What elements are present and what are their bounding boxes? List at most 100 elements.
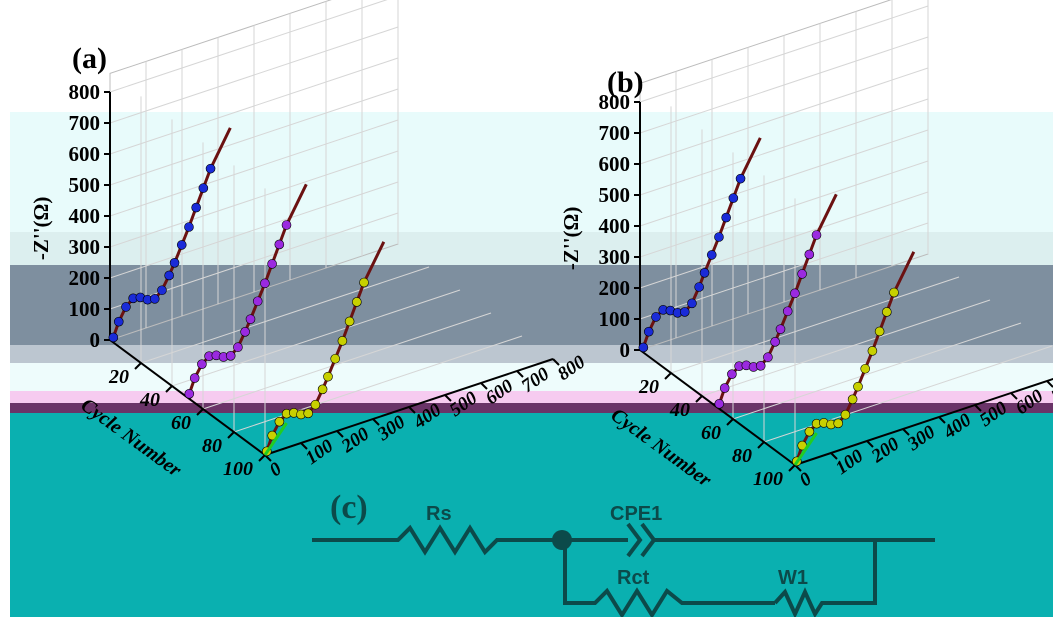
zre-axis bbox=[794, 377, 1053, 466]
zre-tick-mark bbox=[552, 358, 560, 366]
data-point-cycle-50 bbox=[763, 352, 773, 363]
grid-line bbox=[732, 322, 1022, 420]
data-point-cycle-50 bbox=[260, 278, 270, 289]
data-point-cycle-50 bbox=[755, 361, 766, 371]
z-tick-label: 0 bbox=[90, 328, 101, 352]
data-point-cycle-1 bbox=[191, 202, 201, 213]
cycle-axis-title: Cycle Number bbox=[607, 404, 716, 491]
data-point-cycle-100 bbox=[889, 287, 899, 298]
zre-tick-mark bbox=[1010, 392, 1018, 400]
data-point-cycle-100 bbox=[881, 307, 892, 317]
zre-tick-mark bbox=[408, 406, 416, 414]
data-point-cycle-50 bbox=[233, 342, 243, 353]
zre-tick-mark bbox=[830, 452, 838, 460]
data-point-cycle-100 bbox=[860, 363, 871, 374]
zre-tick-mark bbox=[300, 442, 308, 450]
w1-label: W1 bbox=[778, 567, 808, 589]
cycle-tick-mark bbox=[227, 431, 235, 439]
z-tick-label: 400 bbox=[69, 204, 101, 228]
zre-tick-mark bbox=[866, 440, 874, 448]
circuit-label: (c) bbox=[330, 489, 368, 526]
data-point-cycle-50 bbox=[245, 314, 256, 324]
data-point-cycle-100 bbox=[840, 409, 851, 420]
data-point-cycle-100 bbox=[833, 418, 844, 429]
data-point-cycle-50 bbox=[252, 296, 263, 307]
data-point-cycle-1 bbox=[121, 302, 131, 312]
z-axis-title: -Z''(Ω) bbox=[29, 197, 53, 260]
z-tick-label: 200 bbox=[69, 266, 101, 290]
cycle-tick-mark bbox=[664, 372, 672, 380]
data-point-cycle-50 bbox=[189, 373, 200, 383]
rct-label: Rct bbox=[617, 567, 650, 589]
data-point-cycle-50 bbox=[782, 306, 793, 317]
fit-line-cycle-100 bbox=[795, 251, 916, 462]
data-point-cycle-50 bbox=[727, 369, 737, 379]
circuit-node bbox=[552, 530, 572, 550]
z-tick-label: 800 bbox=[599, 90, 631, 114]
cycle-tick-label: 100 bbox=[753, 468, 783, 490]
data-point-cycle-100 bbox=[323, 371, 333, 382]
zre-tick-mark bbox=[336, 430, 344, 438]
data-point-cycle-50 bbox=[804, 249, 815, 260]
zre-tick-mark bbox=[938, 416, 946, 424]
zre-tick-mark bbox=[974, 404, 982, 412]
z-tick-label: 600 bbox=[69, 142, 101, 166]
data-point-cycle-50 bbox=[267, 259, 277, 269]
zre-tick-mark bbox=[444, 394, 452, 402]
band-pink bbox=[10, 391, 1053, 403]
cycle-tick-mark bbox=[757, 441, 765, 449]
cycle-axis-title: Cycle Number bbox=[77, 394, 186, 481]
equivalent-circuit bbox=[312, 522, 935, 617]
fit-line-cycle-1 bbox=[111, 127, 232, 338]
cycle-tick-label: 100 bbox=[223, 458, 253, 480]
fit-line-cycle-50 bbox=[717, 193, 838, 405]
cycle-tick-mark bbox=[134, 362, 142, 370]
cycle-tick-mark bbox=[196, 408, 204, 416]
data-point-cycle-1 bbox=[651, 312, 661, 322]
zre-tick-label: 0 bbox=[796, 468, 816, 491]
cpe1-label: CPE1 bbox=[610, 503, 662, 525]
panel-b: 0100200300400500600700800-Z''(Ω)20406080… bbox=[559, 0, 1053, 491]
data-point-cycle-1 bbox=[113, 316, 124, 327]
green-marker bbox=[793, 432, 818, 466]
grid-line bbox=[140, 266, 430, 364]
band-teal bbox=[10, 413, 1053, 617]
fit-line-cycle-100 bbox=[265, 241, 386, 452]
cycle-tick-label: 20 bbox=[638, 376, 659, 398]
zre-tick-mark bbox=[372, 418, 380, 426]
data-point-cycle-100 bbox=[874, 326, 885, 337]
z-tick-label: 700 bbox=[69, 111, 101, 135]
data-point-cycle-1 bbox=[164, 270, 174, 281]
data-point-cycle-100 bbox=[847, 394, 858, 405]
cpe-plate-1 bbox=[626, 522, 643, 558]
data-point-cycle-50 bbox=[184, 388, 195, 399]
z-tick-label: 100 bbox=[69, 297, 101, 321]
data-point-cycle-50 bbox=[790, 288, 800, 299]
cycle-tick-mark bbox=[165, 385, 173, 393]
band-purple bbox=[10, 403, 1053, 413]
z-tick-label: 600 bbox=[599, 152, 631, 176]
data-point-cycle-1 bbox=[638, 342, 649, 353]
data-point-cycle-1 bbox=[714, 232, 724, 242]
grid-line bbox=[202, 312, 492, 410]
data-point-cycle-100 bbox=[317, 384, 328, 395]
grid-line bbox=[670, 276, 960, 374]
data-point-cycle-50 bbox=[281, 220, 292, 230]
data-point-cycle-100 bbox=[853, 381, 863, 392]
cpe-plate-2 bbox=[640, 522, 657, 558]
z-tick-label: 400 bbox=[599, 214, 631, 238]
data-point-cycle-50 bbox=[225, 351, 236, 361]
data-point-cycle-1 bbox=[687, 298, 697, 309]
panel-a-label: (a) bbox=[72, 42, 107, 75]
data-point-cycle-100 bbox=[804, 426, 815, 437]
data-point-cycle-100 bbox=[344, 316, 355, 327]
zre-tick-mark bbox=[516, 370, 524, 378]
band-white-gap bbox=[10, 363, 1053, 391]
data-point-cycle-100 bbox=[310, 399, 321, 410]
data-point-cycle-100 bbox=[337, 336, 348, 346]
grid-line bbox=[701, 299, 991, 397]
cycle-tick-mark bbox=[788, 464, 796, 472]
cycle-tick-label: 40 bbox=[669, 399, 690, 421]
rs-resistor-symbol bbox=[312, 524, 556, 556]
z-tick-label: 700 bbox=[599, 121, 631, 145]
